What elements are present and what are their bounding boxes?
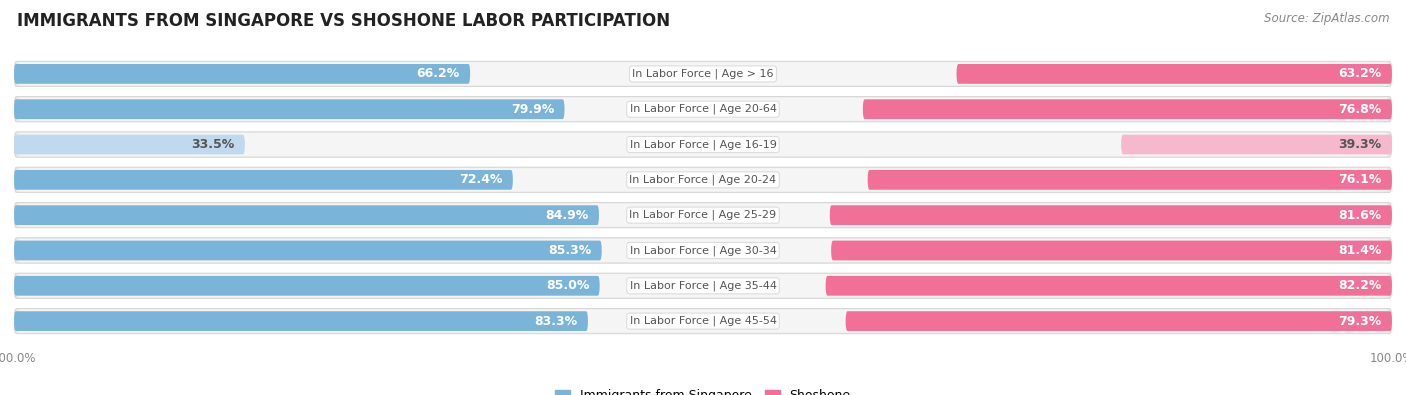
FancyBboxPatch shape [14,205,599,225]
Text: In Labor Force | Age 25-29: In Labor Force | Age 25-29 [630,210,776,220]
Text: 83.3%: 83.3% [534,314,578,327]
FancyBboxPatch shape [956,64,1392,84]
FancyBboxPatch shape [14,167,1392,192]
Text: 76.1%: 76.1% [1339,173,1382,186]
FancyBboxPatch shape [14,132,1392,157]
Text: 84.9%: 84.9% [546,209,589,222]
FancyBboxPatch shape [17,133,1389,156]
Text: 81.6%: 81.6% [1339,209,1382,222]
FancyBboxPatch shape [14,64,470,84]
Text: 85.3%: 85.3% [548,244,592,257]
Text: 79.3%: 79.3% [1339,314,1382,327]
FancyBboxPatch shape [825,276,1392,296]
FancyBboxPatch shape [14,203,1392,228]
FancyBboxPatch shape [1121,135,1392,154]
FancyBboxPatch shape [14,311,588,331]
FancyBboxPatch shape [14,273,1392,299]
Text: IMMIGRANTS FROM SINGAPORE VS SHOSHONE LABOR PARTICIPATION: IMMIGRANTS FROM SINGAPORE VS SHOSHONE LA… [17,12,671,30]
FancyBboxPatch shape [14,276,599,296]
Text: 81.4%: 81.4% [1339,244,1382,257]
FancyBboxPatch shape [14,96,1392,122]
FancyBboxPatch shape [831,241,1392,260]
FancyBboxPatch shape [17,274,1389,297]
FancyBboxPatch shape [14,99,565,119]
Text: 85.0%: 85.0% [546,279,589,292]
FancyBboxPatch shape [17,309,1389,333]
FancyBboxPatch shape [17,239,1389,262]
FancyBboxPatch shape [845,311,1392,331]
FancyBboxPatch shape [17,98,1389,121]
Text: 82.2%: 82.2% [1339,279,1382,292]
FancyBboxPatch shape [14,241,602,260]
FancyBboxPatch shape [868,170,1392,190]
Legend: Immigrants from Singapore, Shoshone: Immigrants from Singapore, Shoshone [550,384,856,395]
Text: In Labor Force | Age 35-44: In Labor Force | Age 35-44 [630,280,776,291]
FancyBboxPatch shape [17,203,1389,227]
FancyBboxPatch shape [14,238,1392,263]
Text: In Labor Force | Age 16-19: In Labor Force | Age 16-19 [630,139,776,150]
FancyBboxPatch shape [17,168,1389,192]
FancyBboxPatch shape [14,308,1392,334]
Text: In Labor Force | Age > 16: In Labor Force | Age > 16 [633,69,773,79]
Text: 72.4%: 72.4% [458,173,502,186]
FancyBboxPatch shape [17,62,1389,86]
Text: In Labor Force | Age 30-34: In Labor Force | Age 30-34 [630,245,776,256]
FancyBboxPatch shape [863,99,1392,119]
Text: 33.5%: 33.5% [191,138,235,151]
Text: 39.3%: 39.3% [1339,138,1382,151]
Text: In Labor Force | Age 20-24: In Labor Force | Age 20-24 [630,175,776,185]
Text: Source: ZipAtlas.com: Source: ZipAtlas.com [1264,12,1389,25]
FancyBboxPatch shape [14,170,513,190]
Text: 76.8%: 76.8% [1339,103,1382,116]
Text: In Labor Force | Age 20-64: In Labor Force | Age 20-64 [630,104,776,115]
Text: 63.2%: 63.2% [1339,68,1382,81]
Text: In Labor Force | Age 45-54: In Labor Force | Age 45-54 [630,316,776,326]
Text: 79.9%: 79.9% [510,103,554,116]
FancyBboxPatch shape [830,205,1392,225]
Text: 66.2%: 66.2% [416,68,460,81]
FancyBboxPatch shape [14,61,1392,87]
FancyBboxPatch shape [14,135,245,154]
